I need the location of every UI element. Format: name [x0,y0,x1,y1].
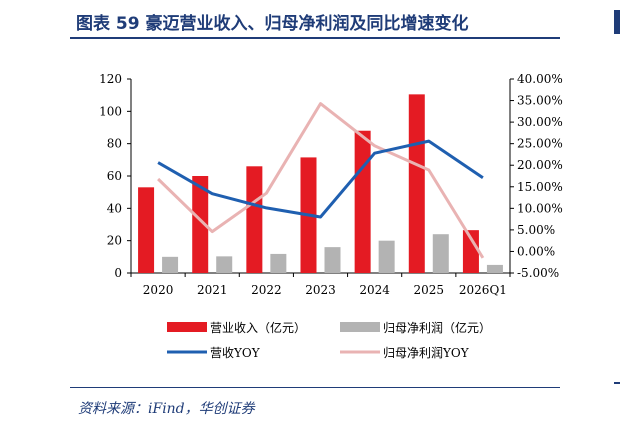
net-profit-bar [216,256,233,273]
net-profit-bar [270,253,287,273]
footer-divider [70,387,560,388]
right-tick-label: 40.00% [517,72,563,86]
left-tick-label: 0 [114,266,122,280]
line-series [157,102,485,259]
right-tick-label: -5.00% [517,266,559,280]
edge-mark-bottom [614,382,620,384]
legend-revenue-label: 营业收入（亿元） [210,320,306,335]
chart-axes: 0 20 40 60 80 100 120 -5.00% 0.00% 5.00% 10.00% 15.… [99,72,563,297]
left-tick-label: 20 [107,234,122,248]
x-tick-label: 2022 [251,283,282,297]
edge-mark-top [614,10,620,34]
chart-title: 图表 59 豪迈营业收入、归母净利润及同比增速变化 [76,14,469,34]
x-tick-label: 2020 [143,283,174,297]
net-profit-bar [378,240,395,273]
right-tick-label: 25.00% [517,137,563,151]
legend-revenue-yoy-label: 营收YOY [210,346,261,360]
revenue-bar [138,187,155,273]
legend-net-profit-swatch [340,322,380,332]
revenue-yoy-line [157,139,484,219]
x-tick-label: 2021 [197,283,228,297]
legend-revenue-swatch [167,322,207,332]
right-tick-label: 35.00% [517,94,563,108]
net-profit-yoy-line [157,102,485,259]
left-tick-label: 80 [107,137,122,151]
right-tick-label: 0.00% [517,244,555,258]
right-tick-label: 15.00% [517,180,563,194]
legend-net-profit-yoy-label: 归母净利润YOY [383,346,470,360]
right-tick-label: 20.00% [517,158,563,172]
left-tick-label: 120 [99,72,122,86]
title-divider [70,37,560,39]
left-tick-label: 40 [107,201,122,215]
net-profit-bar [324,247,341,273]
right-tick-label: 10.00% [517,201,563,215]
x-tick-label: 2023 [305,283,336,297]
revenue-bar [246,166,263,273]
right-tick-label: 5.00% [517,223,555,237]
source-note: 资料来源：iFind，华创证券 [78,401,255,417]
revenue-bar [354,130,371,273]
left-tick-label: 100 [99,104,122,118]
net-profit-bar [162,256,179,273]
revenue-bar [462,230,479,273]
x-tick-label: 2025 [414,283,445,297]
net-profit-bar [432,234,449,273]
revenue-bar [408,94,425,273]
revenue-bar [192,176,209,273]
legend-net-profit-label: 归母净利润（亿元） [383,320,491,335]
chart-legend: 营业收入（亿元） 归母净利润（亿元） 营收YOY 归母净利润YOY [167,320,491,360]
x-tick-label: 2024 [359,283,390,297]
left-tick-label: 60 [107,169,122,183]
net-profit-bar [486,264,503,273]
right-tick-label: 30.00% [517,115,563,129]
x-tick-label: 2026Q1 [459,283,507,297]
title-bar: 图表 59 豪迈营业收入、归母净利润及同比增速变化 [70,0,620,36]
